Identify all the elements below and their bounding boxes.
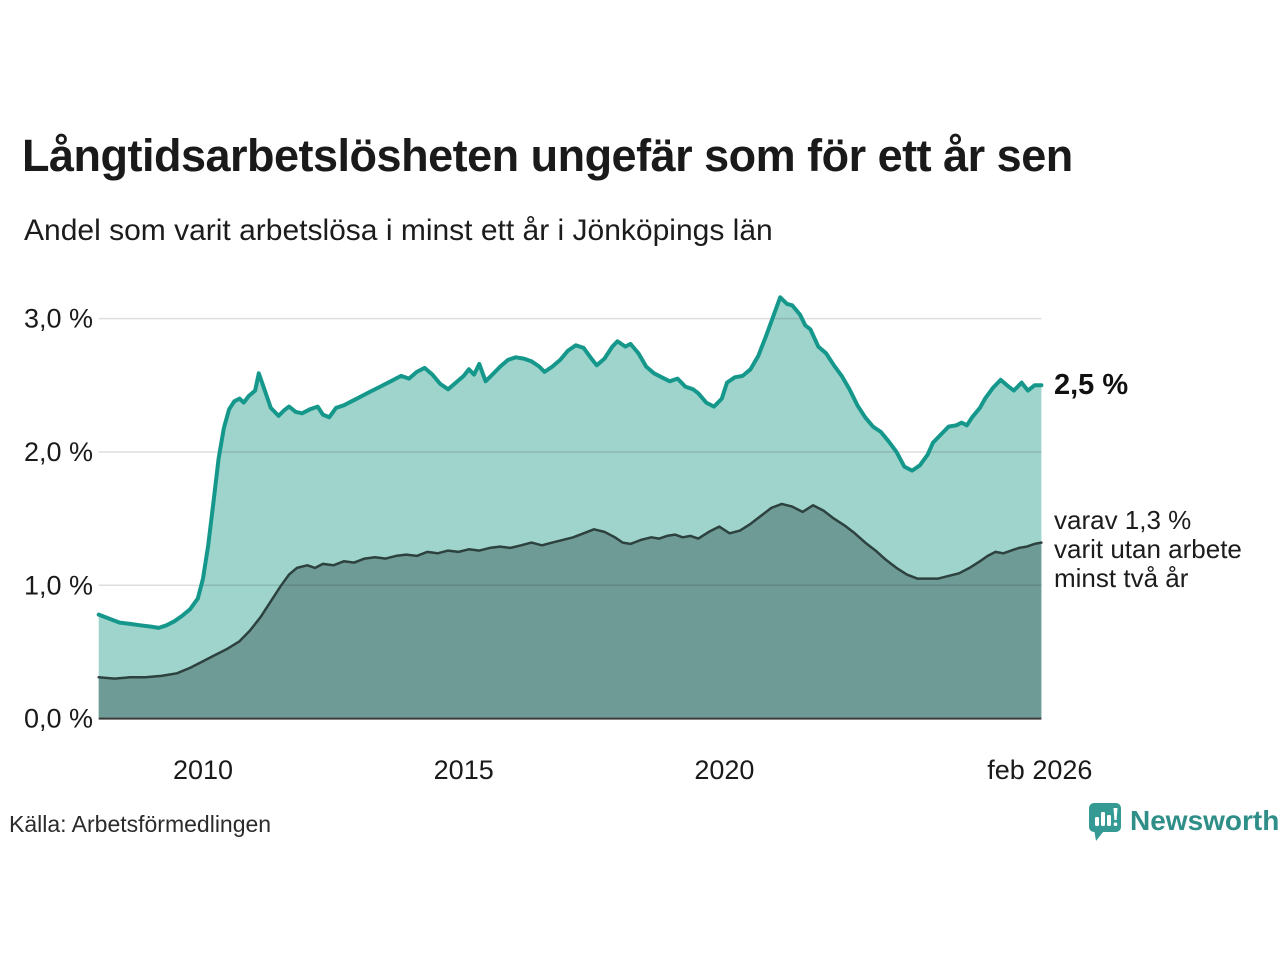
x-tick-label: 2010 (173, 755, 233, 785)
y-tick-label: 3,0 % (24, 304, 93, 334)
page-subtitle: Andel som varit arbetslösa i minst ett å… (24, 214, 773, 247)
source-note: Källa: Arbetsförmedlingen (9, 811, 272, 837)
y-tick-label: 1,0 % (24, 570, 93, 600)
latest-value-label: 2,5 % (1054, 369, 1129, 401)
annotation-line-3: minst två år (1054, 563, 1189, 593)
newsworthy-logo-icon (1088, 802, 1122, 842)
annotation-line-2: varit utan arbete (1054, 534, 1242, 564)
y-tick-label: 2,0 % (24, 437, 93, 467)
y-tick-label: 0,0 % (24, 704, 93, 734)
annotation-line-1: varav 1,3 % (1054, 505, 1192, 535)
newsworthy-branding-link[interactable]: Newsworthy (1088, 802, 1280, 842)
brand-name: Newsworthy (1130, 805, 1280, 836)
line-arbetslösa-minst-två-år (97, 502, 1043, 680)
x-tick-label: 2020 (694, 755, 754, 785)
line-arbetslösa-minst-ett-år (96, 295, 1044, 630)
page-title: Långtidsarbetslösheten ungefär som för e… (22, 130, 1073, 181)
x-tick-label: 2015 (434, 755, 494, 785)
area-arbetslösa-minst-två-år (98, 503, 1042, 719)
x-tick-label: feb 2026 (987, 755, 1092, 785)
secondary-series-annotation: varav 1,3 % varit utan arbete minst två … (1054, 506, 1242, 593)
